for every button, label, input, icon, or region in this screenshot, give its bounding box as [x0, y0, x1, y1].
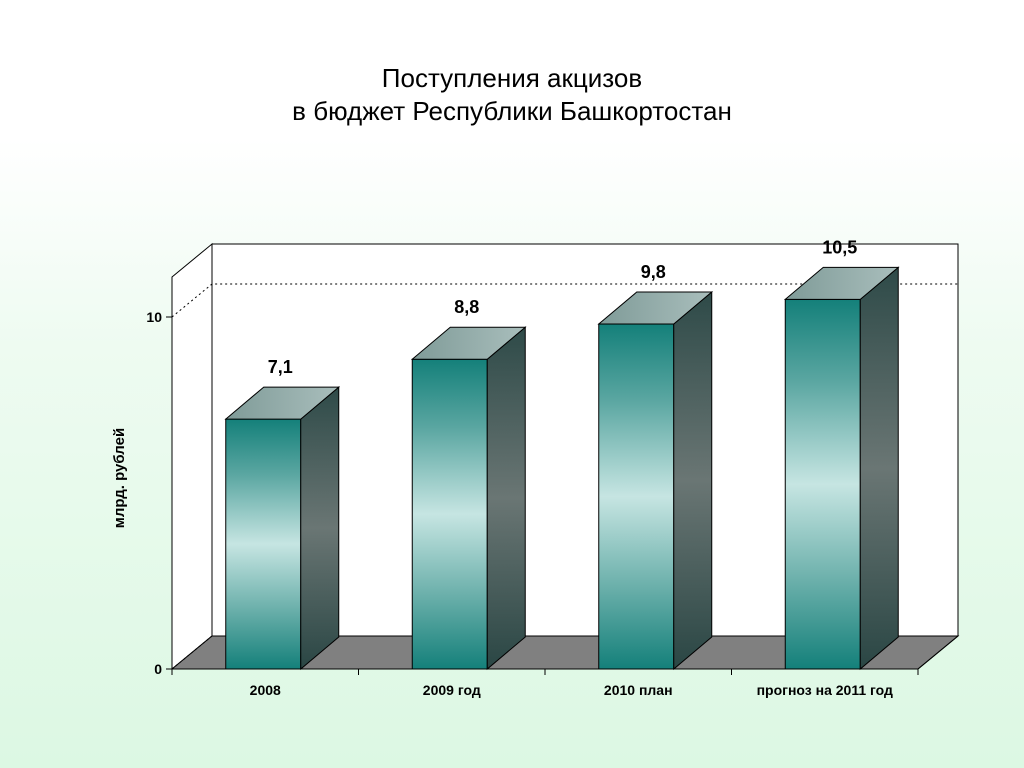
x-tick-label: 2009 год — [423, 682, 481, 698]
x-tick-label: 2008 — [250, 682, 281, 698]
gridline-0 — [171, 635, 213, 670]
bar-front — [598, 323, 675, 670]
bar — [224, 386, 341, 671]
chart-frame — [170, 242, 960, 671]
bar — [783, 266, 900, 671]
bar-side — [486, 326, 526, 671]
side-wall — [171, 242, 213, 671]
y-axis-label: млрд. рублей — [111, 428, 128, 528]
bar-series: 7,1 8,8 9,8 10,5 — [224, 237, 900, 671]
x-tick-label: 2010 план — [604, 682, 673, 698]
bar-side — [673, 290, 713, 671]
x-tick-label: прогноз на 2011 год — [757, 682, 893, 698]
data-label: 9,8 — [641, 262, 666, 282]
chart-title-line1: Поступления акцизов — [381, 63, 643, 93]
bar-top — [597, 291, 714, 325]
chart-axes: 2008 2009 год 2010 план прогноз на 2011 год… — [146, 277, 959, 698]
bar — [410, 326, 527, 671]
bar-front — [411, 358, 488, 670]
y-tick-label: 0 — [154, 661, 162, 677]
bar — [597, 290, 714, 671]
bar-front — [225, 418, 302, 670]
bar-side — [859, 266, 899, 671]
bar-top — [410, 326, 527, 360]
gridline-10 — [171, 283, 958, 318]
data-label: 7,1 — [268, 357, 293, 377]
floor-edge — [917, 635, 959, 670]
bar-top — [224, 386, 341, 420]
bar-side — [300, 386, 340, 671]
bar-top — [783, 266, 900, 300]
chart-title: Поступления акцизов в бюджет Республики … — [0, 62, 1024, 128]
data-label: 8,8 — [454, 297, 479, 317]
bar-front — [784, 298, 861, 670]
chart-title-line2: в бюджет Республики Башкортостан — [292, 96, 732, 126]
y-tick-label: 10 — [146, 309, 162, 325]
data-label: 10,5 — [822, 237, 857, 257]
